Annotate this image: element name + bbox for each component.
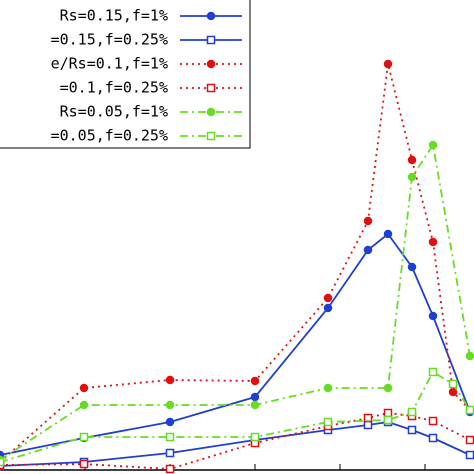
marker bbox=[448, 387, 458, 397]
marker bbox=[79, 400, 89, 410]
marker bbox=[428, 237, 438, 247]
marker bbox=[323, 293, 333, 303]
marker bbox=[206, 83, 216, 93]
legend-label: =0.15,f=0.25% bbox=[51, 31, 168, 49]
legend-label: =0.1,f=0.25% bbox=[60, 79, 168, 97]
marker bbox=[428, 433, 438, 443]
marker bbox=[79, 383, 89, 393]
legend-label: Rs=0.15,f=1% bbox=[60, 7, 168, 25]
marker bbox=[428, 140, 438, 150]
marker bbox=[323, 417, 333, 427]
series-line bbox=[0, 142, 471, 461]
marker bbox=[206, 11, 216, 21]
series-line bbox=[0, 370, 471, 463]
marker bbox=[428, 311, 438, 321]
marker bbox=[206, 131, 216, 141]
marker bbox=[165, 375, 175, 385]
marker bbox=[407, 407, 417, 417]
marker bbox=[383, 59, 393, 69]
marker bbox=[465, 405, 474, 415]
marker bbox=[250, 392, 260, 402]
legend-label: =0.05,f=0.25% bbox=[51, 127, 168, 145]
marker bbox=[79, 432, 89, 442]
marker bbox=[363, 420, 373, 430]
marker bbox=[0, 457, 5, 467]
marker bbox=[363, 216, 373, 226]
marker bbox=[250, 400, 260, 410]
marker bbox=[465, 450, 474, 460]
marker bbox=[206, 35, 216, 45]
marker bbox=[165, 448, 175, 458]
marker bbox=[407, 172, 417, 182]
marker bbox=[428, 416, 438, 426]
marker bbox=[165, 432, 175, 442]
marker bbox=[323, 383, 333, 393]
legend-label: e/Rs=0.1,f=1% bbox=[51, 55, 168, 73]
marker bbox=[465, 435, 474, 445]
marker bbox=[383, 408, 393, 418]
marker bbox=[165, 464, 175, 474]
marker bbox=[407, 262, 417, 272]
marker bbox=[428, 367, 438, 377]
legend-box bbox=[0, 0, 251, 149]
marker bbox=[250, 432, 260, 442]
marker bbox=[165, 417, 175, 427]
marker bbox=[165, 400, 175, 410]
marker bbox=[323, 303, 333, 313]
legend-label: Rs=0.05,f=1% bbox=[60, 103, 168, 121]
marker bbox=[250, 376, 260, 386]
marker bbox=[448, 379, 458, 389]
series-line bbox=[0, 421, 471, 467]
marker bbox=[206, 107, 216, 117]
marker bbox=[383, 415, 393, 425]
series-line bbox=[0, 412, 471, 470]
series-line bbox=[0, 232, 471, 456]
marker bbox=[206, 59, 216, 69]
marker bbox=[465, 351, 474, 361]
marker bbox=[363, 245, 373, 255]
marker bbox=[79, 459, 89, 469]
marker bbox=[383, 229, 393, 239]
marker bbox=[407, 425, 417, 435]
marker bbox=[383, 383, 393, 393]
marker bbox=[407, 155, 417, 165]
